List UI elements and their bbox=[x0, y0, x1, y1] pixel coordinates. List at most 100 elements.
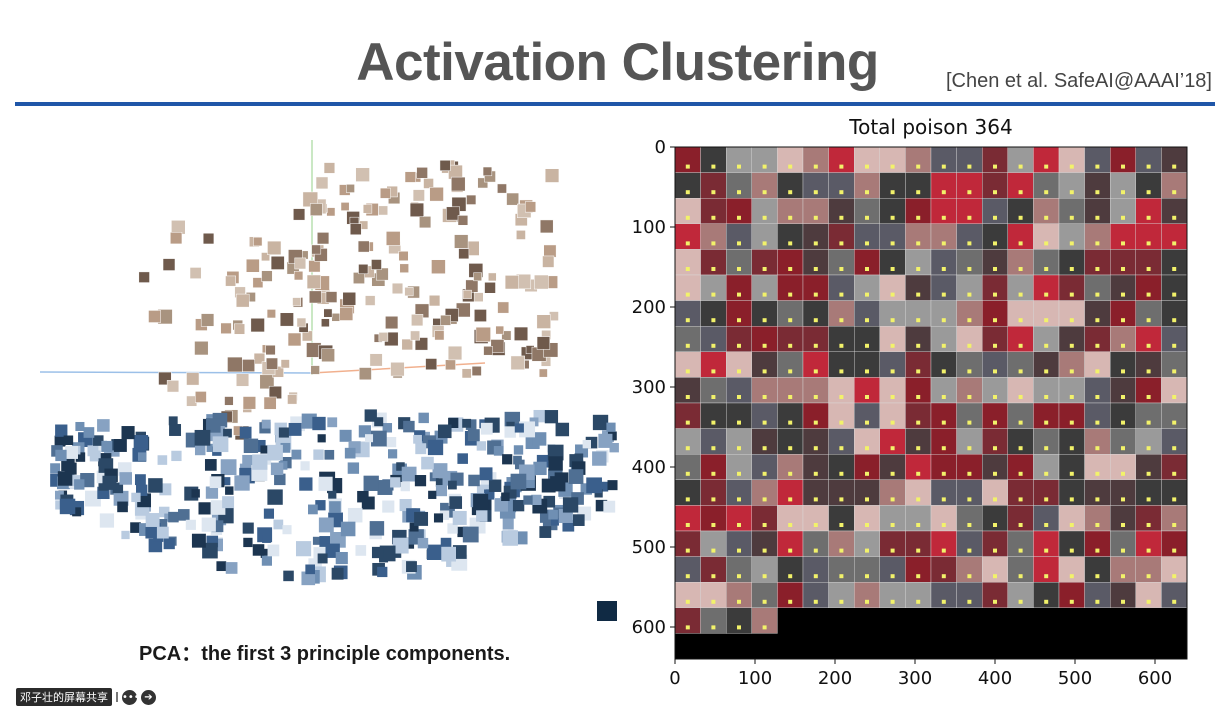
image-tile bbox=[700, 454, 727, 481]
image-tile bbox=[1033, 172, 1060, 199]
blue-point bbox=[95, 440, 107, 452]
trigger-mark bbox=[685, 343, 690, 348]
blue-point bbox=[388, 449, 398, 459]
face-point bbox=[355, 167, 370, 182]
image-tile bbox=[700, 274, 727, 301]
trigger-mark bbox=[916, 215, 921, 220]
face-point bbox=[189, 267, 202, 279]
trigger-mark bbox=[737, 164, 741, 169]
image-tile bbox=[1058, 377, 1085, 404]
face-point bbox=[473, 292, 484, 302]
trigger-mark bbox=[1146, 523, 1151, 527]
blue-point bbox=[283, 570, 294, 582]
x-tick-label: 300 bbox=[898, 668, 932, 689]
face-point bbox=[309, 203, 323, 216]
trigger-mark bbox=[967, 420, 972, 425]
trigger-mark bbox=[865, 292, 869, 297]
blue-point bbox=[414, 511, 429, 526]
image-tile bbox=[853, 428, 880, 455]
image-tile bbox=[700, 582, 727, 609]
trigger-mark bbox=[685, 446, 690, 451]
face-point bbox=[371, 259, 382, 270]
image-tile bbox=[1110, 325, 1137, 352]
blue-point bbox=[473, 493, 489, 509]
image-tile bbox=[1161, 402, 1188, 429]
image-tile bbox=[982, 454, 1009, 481]
image-tile bbox=[1058, 172, 1085, 199]
face-point bbox=[279, 312, 294, 327]
face-point bbox=[253, 236, 263, 247]
face-point bbox=[474, 309, 487, 322]
face-point bbox=[308, 260, 321, 273]
face-point bbox=[404, 171, 417, 183]
face-point bbox=[516, 230, 526, 240]
face-point bbox=[484, 282, 496, 294]
blue-point bbox=[562, 497, 579, 513]
face-point bbox=[362, 204, 373, 214]
trigger-mark bbox=[1121, 497, 1125, 502]
trigger-mark bbox=[1044, 574, 1049, 579]
trigger-mark bbox=[762, 497, 767, 502]
screen-share-bar: 邓子壮的屏幕共享 ••• ➔ bbox=[16, 688, 156, 706]
trigger-mark bbox=[1172, 574, 1177, 579]
image-tile bbox=[1058, 249, 1085, 276]
image-tile bbox=[982, 249, 1009, 276]
trigger-mark bbox=[916, 599, 921, 604]
trigger-mark bbox=[1069, 446, 1074, 451]
blue-point bbox=[87, 445, 99, 457]
face-point bbox=[544, 168, 560, 183]
image-tile bbox=[982, 197, 1009, 224]
image-tile bbox=[1007, 300, 1034, 327]
image-tile bbox=[1084, 274, 1111, 301]
blue-point bbox=[145, 513, 160, 527]
image-tile bbox=[982, 223, 1009, 250]
face-point bbox=[539, 219, 554, 234]
face-point bbox=[325, 291, 338, 303]
image-tile bbox=[853, 556, 880, 583]
blue-point bbox=[267, 444, 283, 461]
trigger-mark bbox=[865, 241, 869, 246]
image-tile bbox=[802, 428, 829, 455]
trigger-mark bbox=[839, 267, 844, 271]
trigger-mark bbox=[762, 267, 767, 271]
image-tile bbox=[674, 325, 701, 352]
blue-point bbox=[158, 506, 170, 518]
blue-point bbox=[220, 459, 237, 476]
trigger-mark bbox=[1095, 215, 1100, 220]
face-point bbox=[445, 359, 456, 371]
blue-point bbox=[75, 421, 85, 432]
trigger-mark bbox=[890, 215, 895, 220]
trigger-mark bbox=[993, 241, 997, 246]
trigger-mark bbox=[685, 395, 690, 399]
blue-point bbox=[327, 417, 338, 428]
image-tile bbox=[725, 146, 752, 173]
image-tile bbox=[956, 530, 983, 557]
face-point bbox=[416, 167, 428, 179]
image-tile bbox=[956, 249, 983, 276]
blue-point bbox=[440, 537, 452, 549]
ellipsis-icon[interactable]: ••• bbox=[122, 689, 140, 705]
blue-point bbox=[370, 430, 387, 447]
trigger-mark bbox=[685, 625, 690, 630]
face-point bbox=[510, 355, 525, 371]
x-tick-label: 400 bbox=[978, 668, 1012, 689]
blue-point bbox=[465, 419, 477, 430]
image-tile bbox=[1007, 197, 1034, 224]
image-tile bbox=[1084, 172, 1111, 199]
trigger-mark bbox=[1172, 267, 1177, 271]
image-tile bbox=[802, 556, 829, 583]
blue-point bbox=[85, 490, 101, 507]
trigger-mark bbox=[1121, 574, 1125, 579]
trigger-mark bbox=[685, 267, 690, 271]
image-tile bbox=[1161, 249, 1188, 276]
face-point bbox=[358, 264, 369, 275]
blue-point bbox=[406, 561, 417, 573]
blue-point bbox=[300, 461, 310, 471]
arrow-right-icon[interactable]: ➔ bbox=[141, 689, 156, 705]
blue-point bbox=[414, 475, 427, 487]
image-tile bbox=[828, 325, 855, 352]
blue-point bbox=[428, 490, 437, 499]
image-tile bbox=[879, 556, 906, 583]
face-point bbox=[497, 183, 507, 194]
image-tile bbox=[1007, 325, 1034, 352]
